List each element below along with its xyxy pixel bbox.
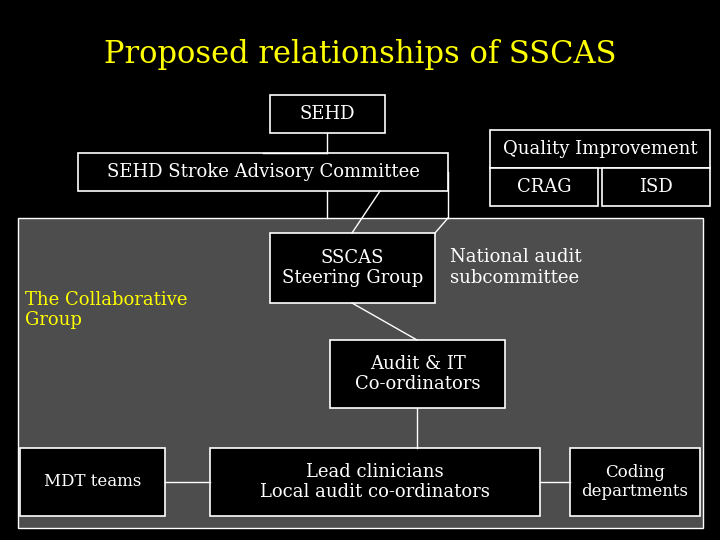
FancyBboxPatch shape: [570, 448, 700, 516]
Text: National audit
subcommittee: National audit subcommittee: [450, 248, 582, 287]
FancyBboxPatch shape: [490, 130, 710, 168]
Text: MDT teams: MDT teams: [44, 474, 141, 490]
Text: ISD: ISD: [639, 178, 673, 196]
Text: SSCAS
Steering Group: SSCAS Steering Group: [282, 248, 423, 287]
Text: Audit & IT
Co-ordinators: Audit & IT Co-ordinators: [355, 355, 480, 394]
FancyBboxPatch shape: [330, 340, 505, 408]
Text: SEHD Stroke Advisory Committee: SEHD Stroke Advisory Committee: [107, 163, 420, 181]
FancyBboxPatch shape: [18, 218, 703, 528]
Text: CRAG: CRAG: [517, 178, 571, 196]
FancyBboxPatch shape: [602, 168, 710, 206]
Text: SEHD: SEHD: [300, 105, 355, 123]
Text: Proposed relationships of SSCAS: Proposed relationships of SSCAS: [104, 39, 616, 71]
FancyBboxPatch shape: [78, 153, 448, 191]
Text: Lead clinicians
Local audit co-ordinators: Lead clinicians Local audit co-ordinator…: [260, 463, 490, 502]
Text: The Collaborative
Group: The Collaborative Group: [25, 291, 187, 329]
FancyBboxPatch shape: [270, 233, 435, 303]
Text: Coding
departments: Coding departments: [582, 464, 688, 500]
FancyBboxPatch shape: [20, 448, 165, 516]
FancyBboxPatch shape: [490, 168, 598, 206]
Text: Quality Improvement: Quality Improvement: [503, 140, 697, 158]
FancyBboxPatch shape: [270, 95, 385, 133]
FancyBboxPatch shape: [210, 448, 540, 516]
